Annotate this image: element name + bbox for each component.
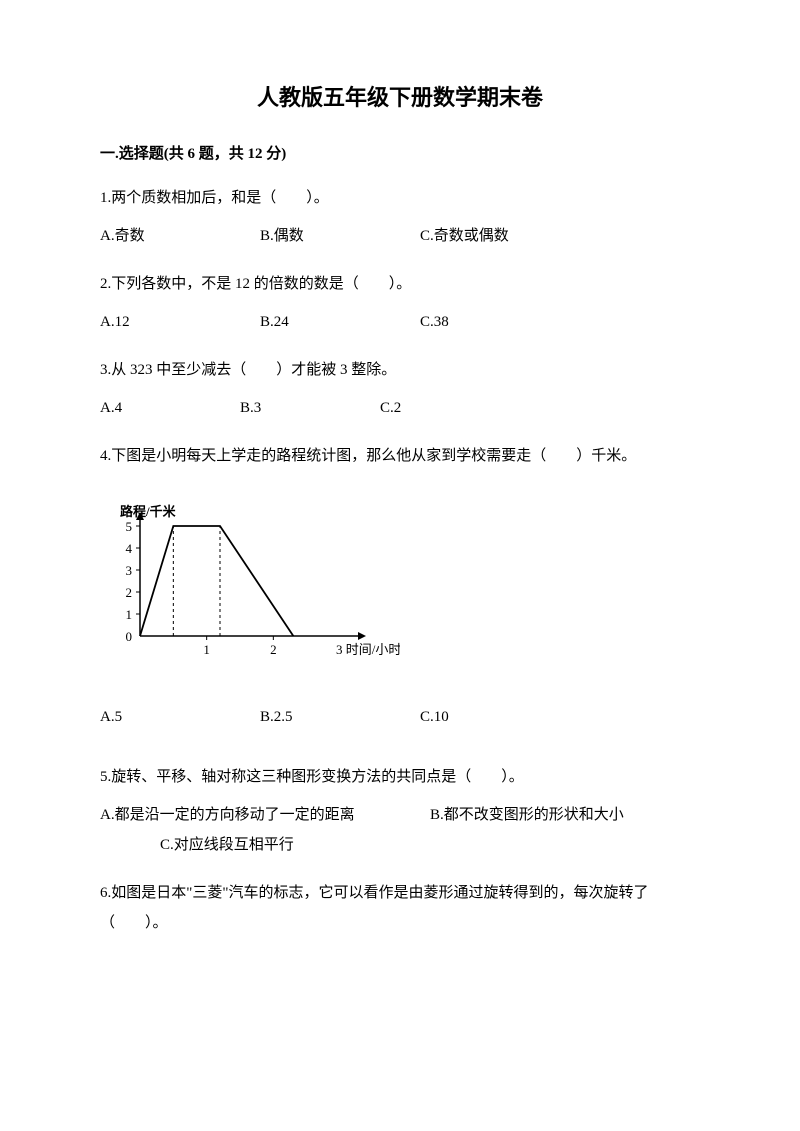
- question-6: 6.如图是日本"三菱"汽车的标志，它可以看作是由菱形通过旋转得到的，每次旋转了（…: [100, 878, 700, 938]
- q5-text: 5.旋转、平移、轴对称这三种图形变换方法的共同点是（ ）。: [100, 762, 700, 792]
- q5-option-b: B.都不改变图形的形状和大小: [430, 800, 624, 830]
- q4-option-a: A.5: [100, 702, 260, 732]
- q2-option-a: A.12: [100, 307, 260, 337]
- svg-text:2: 2: [126, 585, 133, 600]
- q1-text: 1.两个质数相加后，和是（ ）。: [100, 183, 700, 213]
- svg-text:5: 5: [126, 519, 133, 534]
- question-4: 4.下图是小明每天上学走的路程统计图，那么他从家到学校需要走（ ）千米。 路程/…: [100, 441, 700, 732]
- svg-text:2: 2: [270, 642, 277, 657]
- q4-option-c: C.10: [420, 702, 620, 732]
- q4-option-b: B.2.5: [260, 702, 420, 732]
- svg-text:1: 1: [203, 642, 210, 657]
- question-2: 2.下列各数中，不是 12 的倍数的数是（ ）。 A.12 B.24 C.38: [100, 269, 700, 337]
- q4-options: A.5 B.2.5 C.10: [100, 702, 700, 732]
- q2-option-c: C.38: [420, 307, 620, 337]
- q5-options: A.都是沿一定的方向移动了一定的距离 B.都不改变图形的形状和大小 C.对应线段…: [100, 800, 700, 860]
- q3-option-a: A.4: [100, 393, 240, 423]
- question-1: 1.两个质数相加后，和是（ ）。 A.奇数 B.偶数 C.奇数或偶数: [100, 183, 700, 251]
- section-header: 一.选择题(共 6 题，共 12 分): [100, 142, 700, 163]
- svg-text:4: 4: [126, 541, 133, 556]
- q6-text: 6.如图是日本"三菱"汽车的标志，它可以看作是由菱形通过旋转得到的，每次旋转了（…: [100, 878, 700, 938]
- q2-option-b: B.24: [260, 307, 420, 337]
- svg-text:3: 3: [126, 563, 133, 578]
- q1-options: A.奇数 B.偶数 C.奇数或偶数: [100, 221, 700, 251]
- question-5: 5.旋转、平移、轴对称这三种图形变换方法的共同点是（ ）。 A.都是沿一定的方向…: [100, 762, 700, 860]
- q1-option-a: A.奇数: [100, 221, 260, 251]
- q2-text: 2.下列各数中，不是 12 的倍数的数是（ ）。: [100, 269, 700, 299]
- q5-option-a: A.都是沿一定的方向移动了一定的距离: [100, 800, 430, 830]
- q3-option-c: C.2: [380, 393, 580, 423]
- q5-option-c: C.对应线段互相平行: [100, 830, 700, 860]
- q4-text: 4.下图是小明每天上学走的路程统计图，那么他从家到学校需要走（ ）千米。: [100, 441, 700, 471]
- svg-text:0: 0: [126, 629, 133, 644]
- question-3: 3.从 323 中至少减去（ ）才能被 3 整除。 A.4 B.3 C.2: [100, 355, 700, 423]
- page-title: 人教版五年级下册数学期末卷: [100, 80, 700, 112]
- svg-text:3 时间/小时: 3 时间/小时: [336, 642, 400, 657]
- q3-text: 3.从 323 中至少减去（ ）才能被 3 整除。: [100, 355, 700, 385]
- distance-chart: 路程/千米 0 1 2 3 4 5 1 2 3 时间/小时: [100, 496, 700, 677]
- svg-text:路程/千米: 路程/千米: [120, 504, 177, 519]
- q3-options: A.4 B.3 C.2: [100, 393, 700, 423]
- svg-text:1: 1: [126, 607, 133, 622]
- q3-option-b: B.3: [240, 393, 380, 423]
- q2-options: A.12 B.24 C.38: [100, 307, 700, 337]
- q1-option-c: C.奇数或偶数: [420, 221, 620, 251]
- q1-option-b: B.偶数: [260, 221, 420, 251]
